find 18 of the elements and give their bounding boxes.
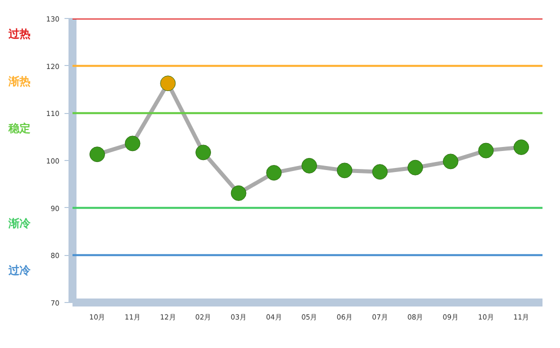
point [196,144,211,160]
point [408,160,424,176]
point [336,162,352,178]
point [230,185,246,201]
ref-line-label: 过热 [8,28,30,40]
ref-line-label: 稳定 [8,122,30,136]
point [89,146,105,162]
point [372,164,388,180]
ref-line-label: 渐热 [8,74,30,88]
point [266,165,282,181]
point [124,136,140,152]
point [478,142,494,158]
point [160,76,176,92]
ref-line-label: 过冷 [8,264,32,278]
point [442,154,458,170]
ref-line-label: 渐冷 [8,216,32,230]
point [302,158,318,174]
point [514,140,530,155]
